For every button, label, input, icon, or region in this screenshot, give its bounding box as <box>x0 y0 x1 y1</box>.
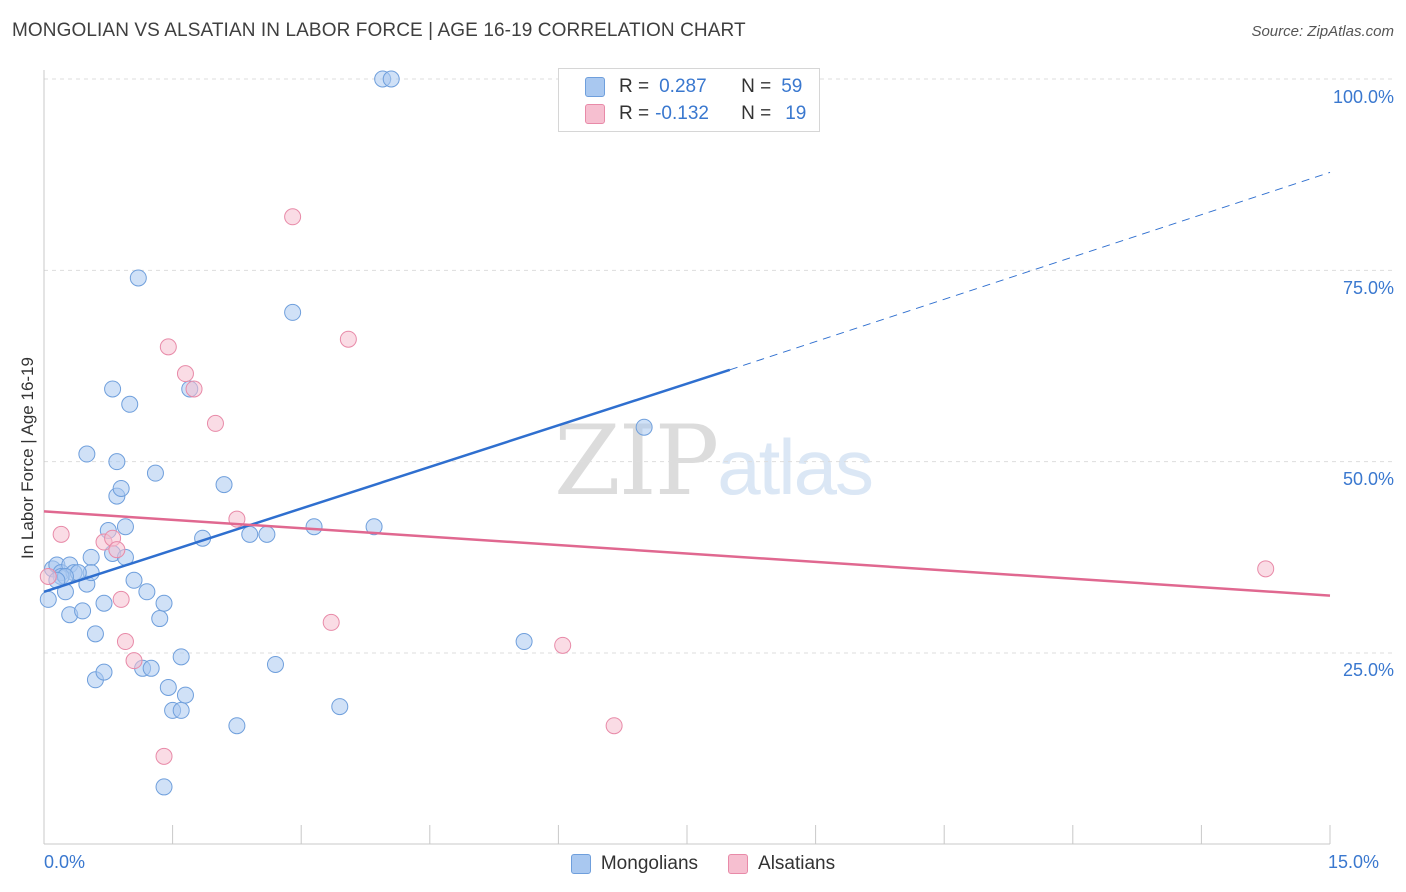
mongolians-trend-line <box>43 368 731 593</box>
mongolians-point <box>108 453 126 471</box>
legend-n-value: 59 <box>781 76 803 97</box>
mongolians-point <box>241 525 259 543</box>
mongolians-point <box>215 476 233 494</box>
mongolians-point <box>95 663 113 681</box>
y-tick-label: 50.0% <box>1342 469 1394 489</box>
mongolians-point <box>365 518 383 536</box>
mongolians-swatch <box>585 77 605 97</box>
legend-item-mongolians: Mongolians <box>570 853 699 875</box>
mongolians-point <box>176 686 194 704</box>
mongolians-point <box>142 659 160 677</box>
alsatians-swatch <box>728 854 749 874</box>
mongolians-trend-extension <box>729 171 1331 371</box>
mongolians-point <box>266 655 284 673</box>
legend-r-label: R = <box>619 76 650 97</box>
mongolians-point <box>116 518 134 536</box>
alsatians-point <box>112 590 130 608</box>
legend-row-alsatians: R = -0.132 N = 19 <box>585 102 806 126</box>
mongolians-point <box>331 698 349 716</box>
legend-n-value: 19 <box>785 103 807 124</box>
mongolians-point <box>78 445 96 463</box>
mongolians-swatch <box>570 854 591 874</box>
chart-title: MONGOLIAN VS ALSATIAN IN LABOR FORCE | A… <box>12 20 746 41</box>
mongolians-point <box>121 395 139 413</box>
mongolians-point <box>82 548 100 566</box>
alsatians-point <box>554 636 572 654</box>
alsatians-point <box>155 747 173 765</box>
alsatians-point <box>322 613 340 631</box>
legend-row-mongolians: R = 0.287 N = 59 <box>585 75 802 99</box>
source-label: Source: ZipAtlas.com <box>1251 23 1394 40</box>
alsatians-point <box>284 208 302 226</box>
mongolians-point <box>305 518 323 536</box>
alsatians-swatch <box>585 104 605 124</box>
legend-label-mongolians: Mongolians <box>600 853 699 874</box>
mongolians-point <box>258 525 276 543</box>
mongolians-point <box>125 571 143 589</box>
alsatians-point <box>206 414 224 432</box>
mongolians-point <box>129 269 147 287</box>
alsatians-point <box>125 652 143 670</box>
stats-legend: R = 0.287 N = 59 R = -0.132 N = 19 <box>558 68 820 132</box>
x-tick-label-max: 15.0% <box>1328 852 1380 872</box>
legend-n-label: N = <box>741 76 772 97</box>
legend-r-value: -0.132 <box>655 103 709 124</box>
legend-r-label: R = <box>619 103 650 124</box>
y-tick-label: 100.0% <box>1332 87 1394 107</box>
watermark-atlas: atlas <box>717 423 874 511</box>
alsatians-point <box>1257 560 1275 578</box>
alsatians-point <box>108 541 126 559</box>
mongolians-point <box>172 648 190 666</box>
mongolians-point <box>39 590 57 608</box>
mongolians-point <box>86 625 104 643</box>
mongolians-point <box>104 380 122 398</box>
mongolians-point <box>112 479 130 497</box>
y-axis-label: In Labor Force | Age 16-19 <box>18 357 37 559</box>
mongolians-point <box>155 594 173 612</box>
series-legend: Mongolians Alsatians <box>0 852 1406 876</box>
legend-label-alsatians: Alsatians <box>758 853 836 874</box>
alsatians-point <box>116 633 134 651</box>
alsatians-point <box>39 567 57 585</box>
mongolians-point <box>284 303 302 321</box>
alsatians-point <box>159 338 177 356</box>
mongolians-point <box>151 610 169 628</box>
legend-n-label: N = <box>741 103 772 124</box>
alsatians-point <box>185 380 203 398</box>
alsatians-trend-line <box>43 510 1331 597</box>
mongolians-point <box>155 778 173 796</box>
alsatians-point <box>339 330 357 348</box>
mongolians-point <box>159 678 177 696</box>
mongolians-point <box>74 602 92 620</box>
x-tick-label-min: 0.0% <box>44 852 86 872</box>
mongolians-point <box>228 717 246 735</box>
alsatians-point <box>52 525 70 543</box>
alsatians-point <box>176 365 194 383</box>
mongolians-point <box>95 594 113 612</box>
y-tick-label: 75.0% <box>1342 278 1394 298</box>
mongolians-point <box>515 633 533 651</box>
legend-r-value: 0.287 <box>659 76 707 97</box>
mongolians-point <box>635 418 653 436</box>
mongolians-point <box>172 701 190 719</box>
mongolians-point <box>382 70 400 88</box>
mongolians-point <box>146 464 164 482</box>
legend-item-alsatians: Alsatians <box>728 853 835 875</box>
alsatians-point <box>605 717 623 735</box>
mongolians-point <box>138 583 156 601</box>
y-tick-label: 25.0% <box>1342 660 1394 680</box>
